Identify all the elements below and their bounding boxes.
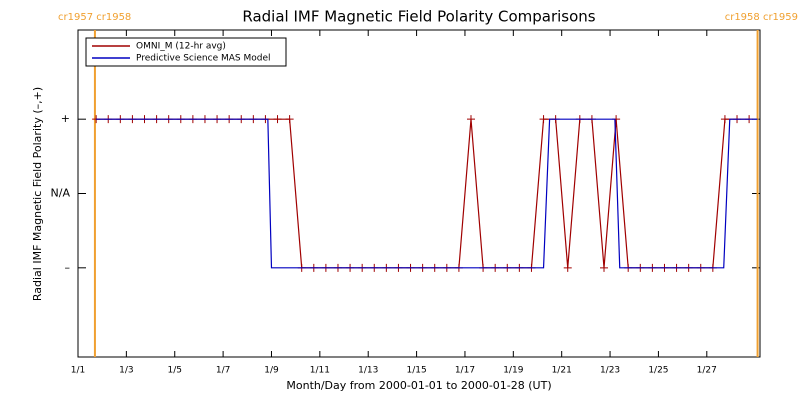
rotation-label: cr1958 cr1959	[725, 12, 798, 23]
x-tick-label: 1/21	[552, 366, 572, 376]
y-tick-label: N/A	[51, 187, 71, 200]
x-tick-label: 1/19	[503, 366, 523, 376]
point-marker	[273, 115, 282, 124]
y-tick-label: –	[65, 261, 71, 274]
x-tick-label: 1/25	[648, 366, 668, 376]
x-tick-label: 1/7	[216, 366, 230, 376]
x-tick-label: 1/11	[310, 366, 330, 376]
x-tick-label: 1/5	[167, 366, 181, 376]
x-tick-label: 1/9	[264, 366, 279, 376]
point-marker	[466, 115, 475, 124]
y-axis-label: Radial IMF Magnetic Field Polarity (–,+)	[31, 87, 44, 301]
point-marker	[720, 115, 729, 124]
legend-box	[85, 37, 287, 67]
series-line	[96, 118, 750, 269]
x-tick-label: 1/15	[406, 366, 426, 376]
plot-frame	[77, 29, 761, 358]
legend-label: Predictive Science MAS Model	[136, 54, 271, 64]
x-tick-label: 1/17	[455, 366, 475, 376]
x-tick-label: 1/13	[358, 366, 378, 376]
y-tick-label: +	[61, 112, 70, 125]
x-tick-label: 1/1	[71, 366, 85, 376]
point-marker	[285, 115, 294, 124]
x-tick-label: 1/3	[119, 366, 133, 376]
point-marker	[600, 263, 609, 272]
series-line	[96, 118, 758, 269]
point-marker	[539, 115, 548, 124]
x-tick-label: 1/23	[600, 366, 620, 376]
rotation-label: cr1957 cr1958	[58, 12, 131, 23]
point-marker	[563, 263, 572, 272]
x-tick-label: 1/27	[697, 366, 717, 376]
legend-label: OMNI_M (12-hr avg)	[136, 42, 226, 52]
x-axis-label: Month/Day from 2000-01-01 to 2000-01-28 …	[286, 379, 551, 392]
chart-title: Radial IMF Magnetic Field Polarity Compa…	[242, 8, 595, 26]
